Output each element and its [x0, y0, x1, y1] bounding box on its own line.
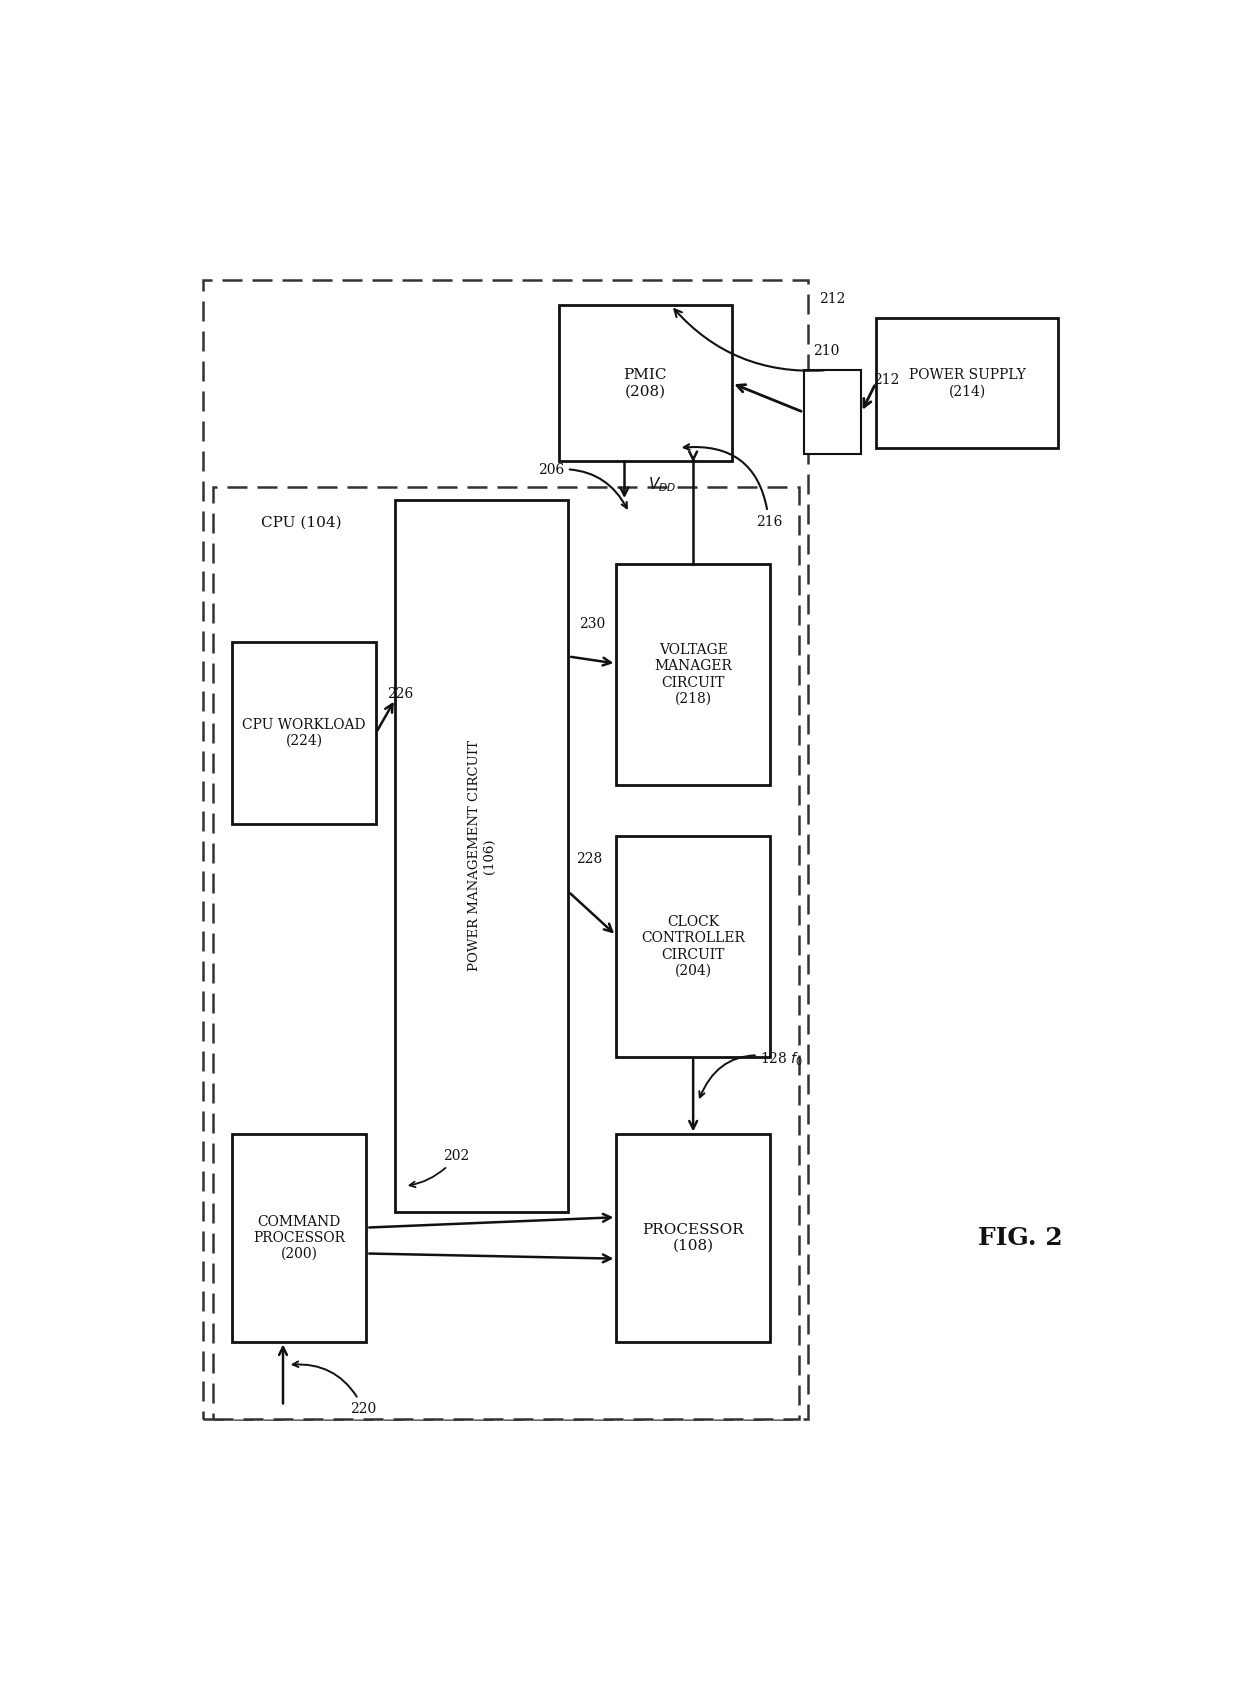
Text: 228: 228 — [577, 853, 603, 866]
Bar — [396, 500, 568, 1213]
Text: COMMAND
PROCESSOR
(200): COMMAND PROCESSOR (200) — [253, 1214, 345, 1262]
Text: POWER SUPPLY
(214): POWER SUPPLY (214) — [909, 368, 1025, 399]
Text: 212: 212 — [873, 373, 899, 387]
Text: 230: 230 — [579, 617, 605, 631]
Text: 202: 202 — [409, 1149, 470, 1187]
Text: CPU (104): CPU (104) — [260, 515, 341, 530]
Text: 226: 226 — [387, 686, 413, 701]
Text: PMIC
(208): PMIC (208) — [624, 368, 667, 399]
Bar — [616, 836, 770, 1056]
Text: CPU WORKLOAD
(224): CPU WORKLOAD (224) — [242, 718, 366, 748]
Text: $V_{DD}$: $V_{DD}$ — [649, 474, 677, 493]
Text: VOLTAGE
MANAGER
CIRCUIT
(218): VOLTAGE MANAGER CIRCUIT (218) — [655, 643, 732, 706]
Bar — [804, 370, 862, 454]
Bar — [875, 318, 1058, 447]
Text: 206: 206 — [538, 463, 626, 508]
Text: CLOCK
CONTROLLER
CIRCUIT
(204): CLOCK CONTROLLER CIRCUIT (204) — [641, 915, 745, 977]
Bar — [616, 565, 770, 784]
Bar — [558, 306, 732, 461]
Bar — [213, 486, 799, 1420]
Bar — [232, 1134, 367, 1342]
Text: 220: 220 — [293, 1361, 377, 1416]
Text: 212: 212 — [820, 293, 846, 306]
Text: FIG. 2: FIG. 2 — [977, 1226, 1063, 1250]
Text: 128 $f_0$: 128 $f_0$ — [699, 1050, 804, 1097]
Text: POWER MANAGEMENT CIRCUIT
(106): POWER MANAGEMENT CIRCUIT (106) — [467, 740, 496, 972]
Text: 216: 216 — [683, 444, 782, 528]
Bar — [616, 1134, 770, 1342]
Bar — [203, 279, 808, 1420]
Bar — [232, 643, 376, 824]
Text: PROCESSOR
(108): PROCESSOR (108) — [642, 1223, 744, 1253]
Text: 210: 210 — [813, 343, 839, 358]
